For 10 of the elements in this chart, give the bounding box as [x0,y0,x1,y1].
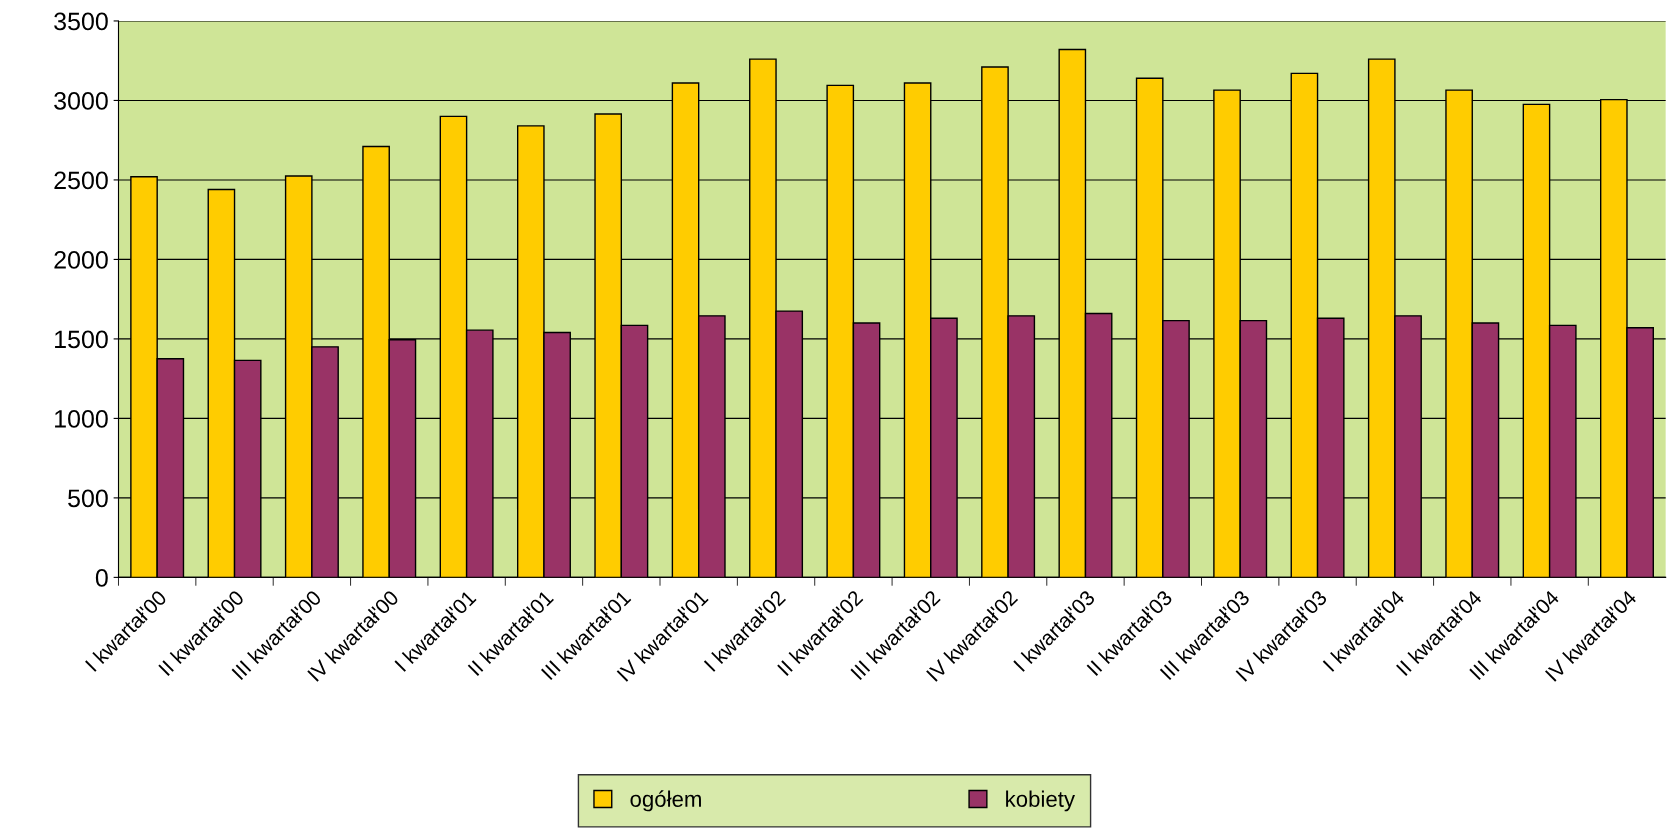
y-tick-label: 500 [68,489,108,508]
legend-label: ogółem [630,790,701,812]
y-tick-label: 1500 [55,330,108,349]
y-tick-label: 3500 [54,12,108,31]
y-tick-label: 0 [95,568,108,587]
y-tick-label: 2000 [54,251,108,269]
legend-label: kobiety [1006,790,1075,812]
y-tick-label: 1000 [55,410,108,428]
y-tick-label: 3000 [54,92,108,110]
y-tick-label: 2500 [54,171,108,190]
